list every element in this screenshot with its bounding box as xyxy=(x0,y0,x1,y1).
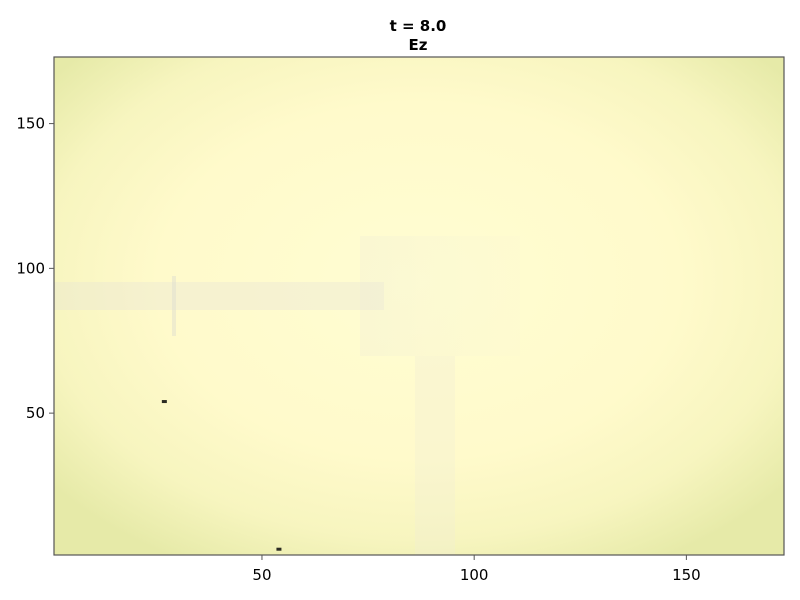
dark-cell-marker xyxy=(276,547,282,551)
marker-layer xyxy=(161,400,282,551)
y-tick-label: 150 xyxy=(16,115,45,133)
x-tick-label: 50 xyxy=(252,566,271,584)
x-tick-label: 150 xyxy=(672,566,701,584)
plot-frame xyxy=(53,56,785,556)
chart-title: t = 8.0 xyxy=(390,17,447,35)
faint-column-region xyxy=(415,356,455,555)
plot-area xyxy=(54,57,784,555)
faint-wave-band xyxy=(54,282,384,310)
y-tick-label: 50 xyxy=(26,404,45,422)
faint-vertical-mark xyxy=(172,276,176,336)
faint-ripple-region xyxy=(360,236,520,356)
y-tick-label: 100 xyxy=(16,259,45,277)
dark-cell-marker xyxy=(161,400,167,404)
chart-subtitle: Ez xyxy=(409,36,428,54)
y-axis-ticks: 50 100 150 xyxy=(16,115,54,422)
x-axis-ticks: 50 100 150 xyxy=(252,555,701,584)
x-tick-label: 100 xyxy=(460,566,489,584)
